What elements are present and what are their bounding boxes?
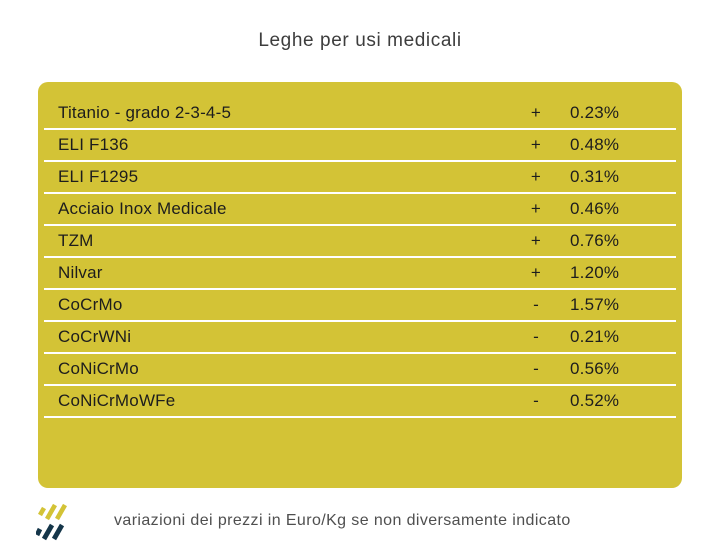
price-panel: Titanio - grado 2-3-4-5 + 0.23% ELI F136… (38, 82, 682, 488)
change-value: 0.52% (570, 391, 620, 410)
change-value: 0.76% (570, 231, 620, 250)
change-value: 0.48% (570, 135, 620, 154)
alloy-name: CoCrWNi (58, 327, 132, 346)
alloy-name: Acciaio Inox Medicale (58, 199, 227, 218)
change-value: 0.31% (570, 167, 620, 186)
change-sign: + (530, 263, 542, 282)
table-row: CoCrWNi - 0.21% (44, 322, 676, 354)
change-sign: - (533, 295, 539, 314)
change-sign: + (530, 199, 542, 218)
change-value: 1.57% (570, 295, 620, 314)
alloy-name: Titanio - grado 2-3-4-5 (58, 103, 232, 122)
table-row: CoNiCrMo - 0.56% (44, 354, 676, 386)
footer-note: variazioni dei prezzi in Euro/Kg se non … (114, 512, 571, 529)
table-row: Titanio - grado 2-3-4-5 + 0.23% (44, 98, 676, 130)
alloy-name: CoCrMo (58, 295, 123, 314)
alloy-name: CoNiCrMoWFe (58, 391, 176, 410)
change-value: 0.23% (570, 103, 620, 122)
table-row: CoNiCrMoWFe - 0.52% (44, 386, 676, 418)
change-sign: - (533, 327, 539, 346)
change-sign: + (530, 135, 542, 154)
table-row: Nilvar + 1.20% (44, 258, 676, 290)
price-table: Titanio - grado 2-3-4-5 + 0.23% ELI F136… (44, 98, 676, 418)
table-row: CoCrMo - 1.57% (44, 290, 676, 322)
change-sign: + (530, 103, 542, 122)
change-value: 1.20% (570, 263, 620, 282)
alloy-name: ELI F136 (58, 135, 129, 154)
change-sign: + (530, 167, 542, 186)
change-value: 0.21% (570, 327, 620, 346)
footer: variazioni dei prezzi in Euro/Kg se non … (36, 501, 571, 541)
change-sign: - (533, 391, 539, 410)
change-value: 0.56% (570, 359, 620, 378)
change-sign: - (533, 359, 539, 378)
brand-slashes-logo-icon (36, 503, 67, 541)
change-sign: + (530, 231, 542, 250)
alloy-name: CoNiCrMo (58, 359, 139, 378)
page-title: Leghe per usi medicali (258, 30, 462, 51)
table-row: ELI F136 + 0.48% (44, 130, 676, 162)
table-row: TZM + 0.76% (44, 226, 676, 258)
table-row: ELI F1295 + 0.31% (44, 162, 676, 194)
alloy-name: ELI F1295 (58, 167, 139, 186)
table-row: Acciaio Inox Medicale + 0.46% (44, 194, 676, 226)
alloy-name: TZM (58, 231, 94, 250)
change-value: 0.46% (570, 199, 620, 218)
alloy-name: Nilvar (58, 263, 103, 282)
